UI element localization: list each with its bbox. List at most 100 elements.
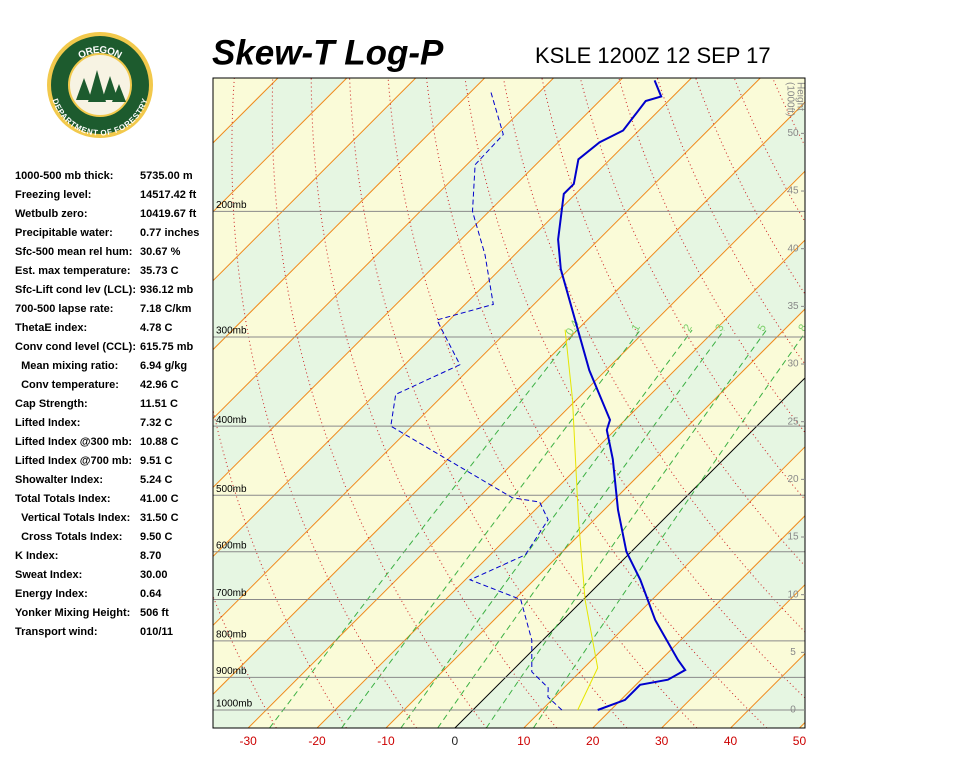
dry-adiabat	[926, 78, 960, 728]
index-value: 9.50 C	[140, 531, 172, 543]
mixing-ratio-line	[400, 329, 693, 728]
index-value: 41.00 C	[140, 493, 179, 505]
isotherm-band	[0, 78, 2, 728]
dry-adiabat	[213, 407, 347, 728]
index-value: 8.70	[140, 550, 161, 562]
pressure-label: 400mb	[216, 415, 247, 426]
profile-line	[390, 89, 563, 711]
index-label: Total Totals Index:	[15, 493, 111, 505]
chart-title: Skew-T Log-P	[212, 33, 444, 72]
index-label: Transport wind:	[15, 626, 98, 638]
y2-tick-label: 15	[787, 532, 799, 543]
index-value: 14517.42 ft	[140, 189, 197, 201]
logo-trees	[76, 70, 126, 102]
logo-top-text: OREGON	[76, 44, 123, 61]
x-tick-label: -30	[239, 734, 257, 748]
mixing-ratio-label: 2	[681, 322, 694, 333]
profile-line	[557, 80, 687, 711]
index-label: Lifted Index @300 mb:	[15, 436, 132, 448]
pressure-label: 900mb	[216, 666, 247, 677]
mixing-ratio-line	[269, 329, 578, 728]
x-tick-label: -10	[377, 734, 395, 748]
isotherm	[213, 78, 417, 282]
index-value: 506 ft	[140, 607, 169, 619]
dry-adiabat	[618, 78, 805, 434]
isotherm	[592, 515, 805, 728]
isotherm	[213, 78, 348, 213]
index-value: 42.96 C	[140, 379, 179, 391]
index-label: 1000-500 mb thick:	[15, 170, 113, 182]
index-label: Vertical Totals Index:	[15, 512, 130, 524]
index-value: 35.73 C	[140, 265, 179, 277]
mixing-ratio-label: 1	[629, 322, 642, 333]
index-label: Sweat Index:	[15, 569, 82, 581]
index-value: 30.67 %	[140, 246, 181, 258]
mixing-ratio-line	[485, 329, 767, 728]
pressure-label: 1000mb	[216, 699, 253, 710]
isotherm-band	[213, 102, 805, 728]
isotherm	[213, 78, 554, 420]
plot-area: 0.4 1 2 3 5 8	[0, 78, 960, 728]
mixing-ratio-label: 3	[713, 322, 726, 333]
index-label: Cross Totals Index:	[15, 531, 122, 543]
mixing-ratio-line	[341, 329, 641, 728]
indices: 1000-500 mb thick: 5735.00 m Freezing leve…	[15, 170, 199, 638]
chart-subtitle: KSLE 1200Z 12 SEP 17	[535, 43, 771, 68]
dry-adiabat	[656, 78, 805, 365]
pressure-label: 500mb	[216, 484, 247, 495]
index-value: 10419.67 ft	[140, 208, 197, 220]
isotherm-band	[213, 78, 805, 695]
isotherm	[0, 78, 2, 728]
index-value: 936.12 mb	[140, 284, 193, 296]
index-value: 30.00	[140, 569, 168, 581]
index-label: 700-500 lapse rate:	[15, 303, 113, 315]
index-label: Yonker Mixing Height:	[15, 607, 130, 619]
index-value: 6.94 g/kg	[140, 360, 187, 372]
index-label: Showalter Index:	[15, 474, 103, 486]
isotherm	[213, 78, 761, 627]
pressure-label: 200mb	[216, 200, 247, 211]
x-tick-label: 30	[655, 734, 669, 748]
index-label: Energy Index:	[15, 588, 88, 600]
isotherm	[213, 78, 692, 558]
dry-adiabat	[850, 78, 960, 728]
index-label: Conv cond level (CCL):	[15, 341, 136, 353]
y2-tick-label: 45	[787, 186, 799, 197]
isotherm	[385, 308, 805, 728]
isotherm	[213, 101, 805, 695]
isotherm	[661, 583, 805, 728]
index-value: 0.77 inches	[140, 227, 199, 239]
y2-tick-label: 50	[787, 128, 799, 139]
index-label: Freezing level:	[15, 189, 91, 201]
dry-adiabat	[310, 78, 557, 728]
index-label: Conv temperature:	[15, 379, 119, 391]
x-tick-label: 50	[793, 734, 807, 748]
dry-adiabat	[502, 78, 805, 633]
logo: OREGON DEPARTMENT OF FORESTRY	[47, 32, 153, 138]
logo-top: OREGON	[76, 44, 123, 61]
isotherm	[523, 446, 805, 728]
mixing-ratio-label: 5	[756, 322, 769, 333]
axes: 200mb 300mb 400mb 500mb 600mb 700mb 800mb 900mb…	[216, 82, 806, 748]
y2-axis-label: (1000ft)	[784, 82, 795, 116]
isotherm	[213, 78, 623, 489]
y2-tick-label: 30	[787, 359, 799, 370]
isotherm	[316, 239, 805, 728]
zero-isotherm	[454, 377, 805, 728]
plot-frame	[212, 77, 806, 729]
pressure-label: 800mb	[216, 629, 247, 640]
y2-tick-label: 5	[790, 647, 796, 658]
dry-adiabat	[888, 78, 960, 728]
profile-line	[564, 329, 599, 711]
isotherm-band	[799, 722, 805, 728]
index-value: 31.50 C	[140, 512, 179, 524]
dry-adiabat	[349, 78, 628, 728]
y2-tick-label: 40	[787, 243, 799, 254]
index-label: Est. max temperature:	[15, 265, 131, 277]
x-tick-label: 40	[724, 734, 738, 748]
dry-adiabat	[811, 78, 960, 728]
index-label: Precipitable water:	[15, 227, 113, 239]
dry-adiabat	[231, 78, 417, 728]
index-value: 615.75 mb	[140, 341, 193, 353]
